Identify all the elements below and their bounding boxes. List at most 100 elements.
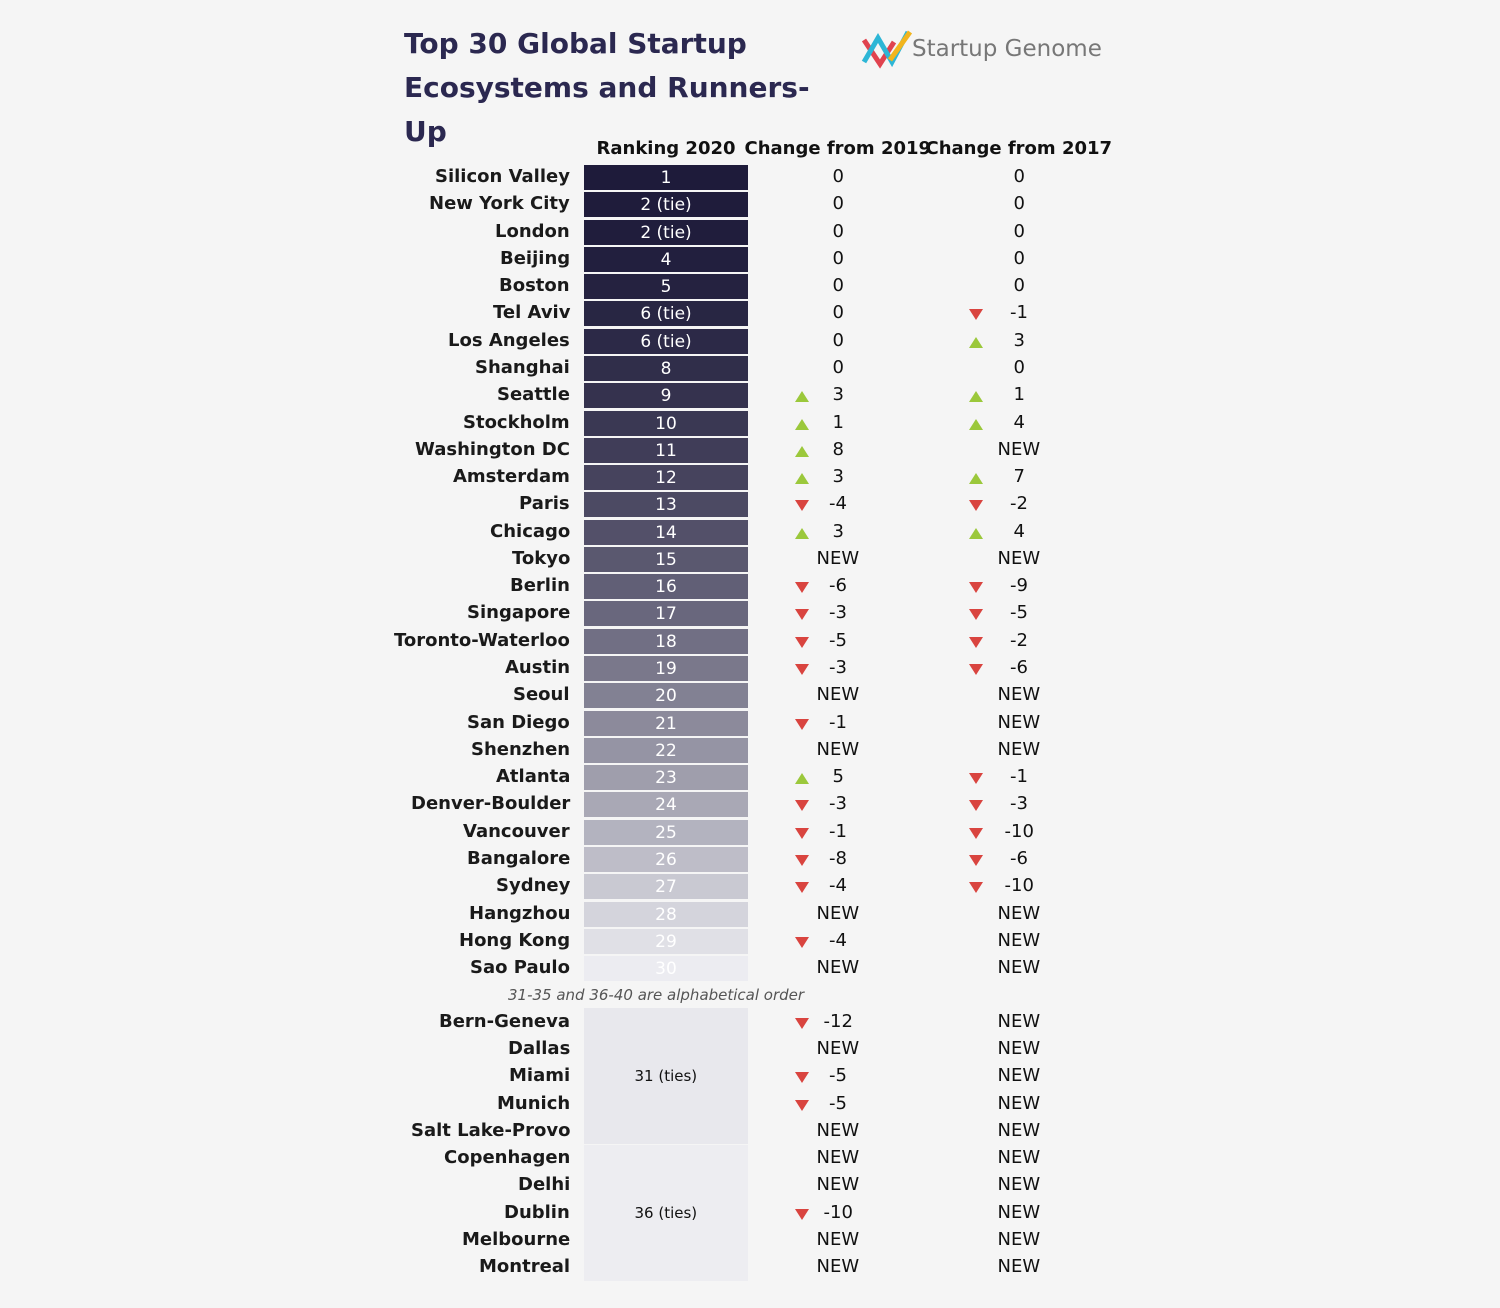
column-header: Change from 2017: [925, 138, 1113, 159]
city-name: Tel Aviv: [493, 302, 571, 324]
column-header: Change from 2019: [744, 138, 932, 159]
down-arrow: [969, 855, 983, 866]
change-value: NEW: [816, 902, 860, 924]
change-value: -2: [1010, 629, 1028, 651]
change-value: 0: [1013, 220, 1025, 242]
rank-cell: 6 (tie): [584, 301, 748, 327]
change-value: 7: [1013, 466, 1025, 488]
rank-cell: 9: [584, 383, 748, 409]
down-arrow: [969, 800, 983, 812]
down-arrow: [795, 1072, 809, 1084]
down-arrow: [795, 882, 809, 894]
rank-group-label: 36 (ties): [634, 1203, 698, 1222]
rank-cell: 30: [584, 956, 748, 982]
city-name: London: [495, 220, 570, 242]
change-value: 0: [1013, 275, 1025, 297]
change-value: -3: [829, 793, 847, 815]
change-value: NEW: [997, 1038, 1041, 1060]
rank-cell: 8: [584, 355, 748, 381]
change-value: NEW: [997, 547, 1041, 569]
change-value: 1: [832, 411, 844, 433]
down-arrow: [795, 718, 809, 730]
change-value: -1: [829, 711, 847, 733]
column-header: Ranking 2020: [596, 138, 736, 159]
down-arrow: [969, 827, 983, 839]
down-arrow: [795, 1018, 809, 1029]
city-name: Denver-Boulder: [411, 793, 571, 815]
change-value: NEW: [997, 1255, 1041, 1277]
change-value: -10: [1004, 820, 1034, 842]
change-value: 0: [1013, 356, 1025, 378]
city-name: Delhi: [518, 1174, 571, 1196]
change-value: 0: [832, 356, 844, 378]
change-value: NEW: [816, 1174, 860, 1196]
city-name: Dublin: [504, 1201, 570, 1223]
rank-cell: 23: [584, 765, 748, 791]
change-value: NEW: [997, 929, 1041, 951]
change-value: NEW: [997, 1228, 1041, 1250]
rank-cell: 2 (tie): [584, 219, 748, 245]
change-value: -1: [829, 820, 847, 842]
city-name: Austin: [505, 657, 571, 679]
change-value: 4: [1013, 520, 1025, 542]
change-value: NEW: [816, 684, 860, 706]
rank-cell: 16: [584, 574, 748, 600]
down-arrow: [969, 582, 983, 594]
city-name: Toronto-Waterloo: [394, 629, 570, 651]
change-value: 1: [1013, 384, 1025, 406]
change-value: NEW: [997, 1174, 1041, 1196]
down-arrow: [795, 636, 809, 648]
up-arrow: [969, 391, 983, 403]
city-name: Tokyo: [512, 547, 571, 569]
city-name: Vancouver: [463, 820, 570, 842]
change-value: NEW: [997, 1065, 1041, 1087]
change-value: -4: [829, 929, 847, 951]
city-name: Bern-Geneva: [439, 1011, 570, 1032]
change-value: -5: [1010, 602, 1028, 624]
change-value: 0: [832, 302, 844, 324]
change-value: -5: [829, 1065, 847, 1087]
down-arrow: [795, 936, 809, 948]
change-value: NEW: [816, 1255, 860, 1277]
up-arrow: [795, 527, 809, 539]
city-name: Miami: [509, 1065, 571, 1087]
rank-cell: 19: [584, 656, 748, 682]
rank-cell: 26: [584, 847, 748, 872]
change-value: -12: [823, 1011, 853, 1032]
change-value: 4: [1013, 411, 1025, 433]
down-arrow: [795, 800, 809, 812]
city-name: Washington DC: [415, 438, 570, 460]
city-name: Los Angeles: [448, 329, 570, 351]
rank-cell: 4: [584, 246, 748, 272]
city-name: Bangalore: [467, 848, 571, 869]
rank-cell: 14: [584, 519, 748, 545]
change-value: NEW: [997, 1119, 1041, 1141]
change-value: 0: [832, 275, 844, 297]
change-value: NEW: [816, 1228, 860, 1250]
down-arrow: [969, 773, 983, 785]
up-arrow: [969, 527, 983, 539]
rank-cell: 28: [584, 901, 748, 927]
change-value: -9: [1010, 575, 1028, 597]
city-name: Seattle: [497, 384, 570, 406]
down-arrow: [969, 636, 983, 648]
change-value: -4: [829, 875, 847, 897]
city-name: Atlanta: [496, 766, 571, 788]
change-value: 8: [832, 438, 844, 460]
rank-cell: 17: [584, 601, 748, 627]
city-name: Hong Kong: [459, 929, 571, 951]
city-name: Boston: [499, 275, 570, 297]
city-name: Silicon Valley: [435, 166, 570, 187]
down-arrow: [969, 664, 983, 676]
change-value: NEW: [816, 738, 860, 760]
change-value: NEW: [997, 1147, 1041, 1169]
change-value: 3: [832, 384, 844, 406]
change-value: NEW: [997, 1092, 1041, 1114]
up-arrow: [795, 473, 809, 485]
up-arrow: [795, 418, 809, 430]
rank-cell: 22: [584, 737, 748, 763]
change-value: NEW: [816, 547, 860, 569]
note: 31-35 and 36-40 are alphabetical order: [508, 986, 805, 1004]
down-arrow: [795, 500, 809, 512]
